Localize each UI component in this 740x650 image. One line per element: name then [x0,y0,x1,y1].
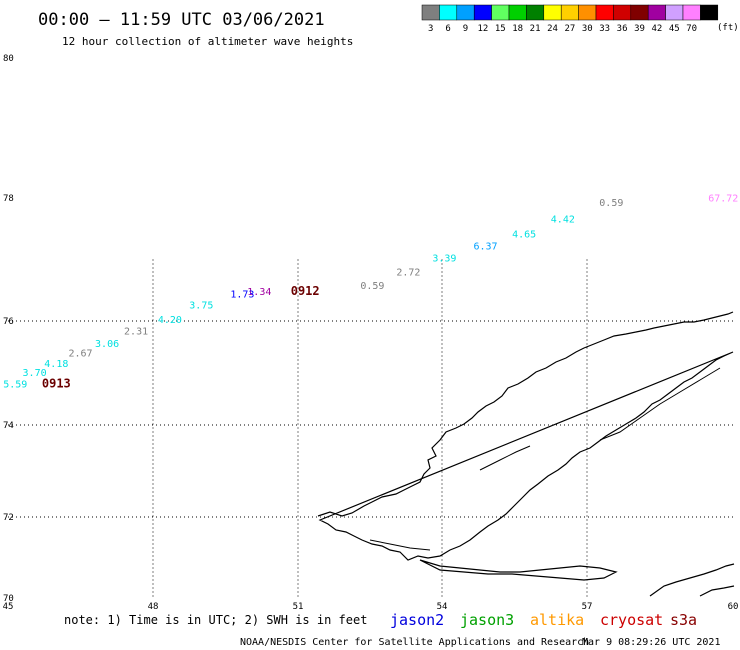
wave-height-value: 4.65 [512,229,536,240]
lat-tick-label: 76 [3,317,14,327]
lat-tick-label: 80 [3,54,14,64]
wave-height-observations: 67.72 0.59 4.42 4.65 6.37 3.39 2.72 0.59 1.341.7… [3,194,738,391]
lon-tick-label: 45 [3,602,14,612]
lon-tick-label: 54 [437,602,448,612]
color-scale-legend: (ft) 3 6 9 12 15 18 21 24 27 30 33 36 39 42 45 70 [421,4,739,34]
satellite-legend-item: jason2 [390,611,444,629]
scale-swatch [665,4,684,21]
scale-label: 27 [564,24,575,34]
wave-height-value: 2.31 [124,327,148,338]
scale-swatch [578,4,597,21]
plot-area [317,311,735,597]
lat-tick-label: 70 [3,594,14,604]
lon-tick-label: 51 [293,602,304,612]
satellite-legend: jason2 jason3 altika cryosat s3a [390,611,697,629]
wave-height-value: 5.59 [3,380,27,391]
scale-swatch [456,4,475,21]
scale-label: 33 [599,24,610,34]
wave-height-value: 1.34 [247,287,271,298]
scale-swatch [421,4,440,21]
note-text: note: 1) Time is in UTC; 2) SWH is in fe… [64,613,367,627]
scale-label: 39 [634,24,645,34]
scale-swatch [700,4,719,21]
lon-tick-label: 60 [728,602,739,612]
satellite-legend-item: jason3 [460,611,514,629]
coastline-detail [369,367,721,551]
scale-swatch [491,4,510,21]
map-subtitle: 12 hour collection of altimeter wave hei… [62,35,353,48]
scale-label: 3 [428,24,433,34]
scale-swatch [630,4,649,21]
satellite-legend-item: altika [530,611,584,629]
wave-height-value: 6.37 [473,242,497,253]
footer-credit: NOAA/NESDIS Center for Satellite Applica… [240,637,589,648]
scale-label: 36 [617,24,628,34]
footer-timestamp: Mar 9 08:29:26 UTC 2021 [582,637,720,648]
scale-swatch [543,4,562,21]
scale-label: 9 [463,24,468,34]
lon-tick-label: 57 [582,602,593,612]
wave-height-value: 3.39 [432,253,456,264]
wave-height-value: 3.70 [23,368,47,379]
satellite-legend-item: cryosat [600,611,663,629]
wave-height-value: 2.67 [68,348,92,359]
scale-swatch [526,4,545,21]
wave-height-value: 3.75 [189,301,213,312]
scale-label: 30 [582,24,593,34]
wave-height-value: 4.42 [551,215,575,226]
lat-tick-label: 78 [3,194,14,204]
wave-height-value: 67.72 [708,194,738,205]
lat-tick-label: 74 [3,421,14,431]
wave-height-value: 2.72 [396,267,420,278]
lat-lon-grid [8,259,733,598]
scale-swatch [560,4,579,21]
scale-swatch [613,4,632,21]
scale-swatch [473,4,492,21]
scale-swatch [647,4,666,21]
scale-swatch [682,4,701,21]
pass-time-label: 0913 [42,377,71,391]
map-title: 00:00 – 11:59 UTC 03/06/2021 [38,10,325,30]
scale-swatch [439,4,458,21]
scale-label: 45 [669,24,680,34]
scale-label: 70 [686,24,697,34]
scale-label: 15 [495,24,506,34]
wave-height-value: 4.20 [158,315,182,326]
scale-label: 21 [530,24,541,34]
wave-height-value: 3.06 [95,339,119,350]
wave-height-value: 0.59 [599,198,623,209]
scale-label: 12 [477,24,488,34]
wave-height-value: 1.73 [230,290,254,301]
scale-swatch [595,4,614,21]
wave-height-value: 0.59 [360,281,384,292]
scale-label: 18 [512,24,523,34]
satellite-legend-item: s3a [670,611,697,629]
scale-unit: (ft) [717,23,739,33]
lon-tick-label: 48 [148,602,159,612]
wave-height-value: 4.18 [44,359,68,370]
coastline [317,311,735,597]
scale-label: 24 [547,24,558,34]
lat-tick-label: 72 [3,513,14,523]
axis-tick-labels: 45 48 51 54 57 60 70 72 74 76 78 80 [3,54,739,612]
scale-swatch [508,4,527,21]
scale-label: 6 [445,24,450,34]
pass-time-label: 0912 [291,284,320,298]
scale-label: 42 [651,24,662,34]
